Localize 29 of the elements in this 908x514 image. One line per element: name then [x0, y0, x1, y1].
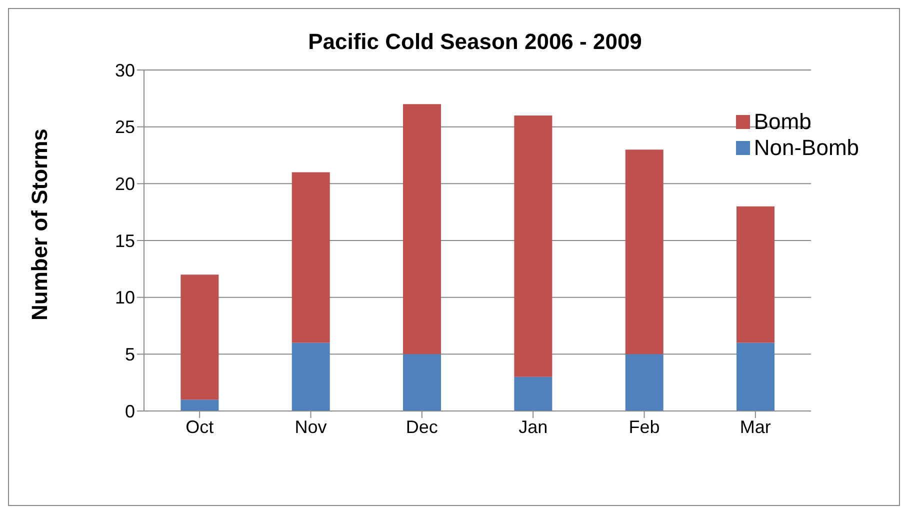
y-tick-label: 30: [114, 60, 135, 80]
x-tick-label: Oct: [186, 416, 214, 437]
bar: [736, 342, 775, 411]
bar: [292, 172, 330, 343]
chart-title: Pacific Cold Season 2006 - 2009: [307, 29, 643, 55]
bar: [514, 376, 552, 411]
bar: [180, 400, 219, 411]
legend-label: Non-Bomb: [754, 135, 859, 161]
legend-label: Bomb: [754, 109, 812, 135]
x-tick-label: Feb: [628, 416, 660, 437]
y-tick-label: 15: [114, 230, 135, 251]
x-tick-label: Dec: [406, 416, 438, 437]
bar: [403, 354, 442, 411]
x-tick-label: Nov: [294, 416, 327, 437]
y-tick-label: 20: [114, 174, 135, 194]
x-tick-label: Jan: [518, 416, 548, 437]
bar: [736, 206, 775, 343]
bar: [403, 104, 442, 354]
y-tick-label: 5: [124, 344, 135, 365]
y-tick-label: 0: [124, 401, 135, 422]
y-tick-label: 10: [114, 288, 135, 308]
bar: [180, 274, 219, 400]
y-tick-label: 25: [114, 117, 135, 138]
x-tick-label: Mar: [740, 416, 771, 437]
bar: [514, 115, 552, 377]
bar: [625, 354, 664, 411]
y-axis-title: Number of Storms: [26, 128, 52, 320]
bar: [292, 342, 330, 411]
bar: [625, 150, 664, 354]
